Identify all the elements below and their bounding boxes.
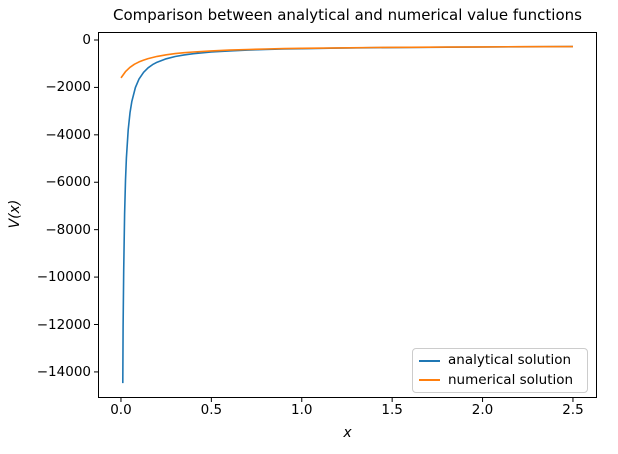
x-tick-label: 1.5 (381, 402, 403, 418)
x-tick-label: 0.5 (200, 402, 223, 418)
series-line-analytical-solution (122, 45, 574, 384)
y-tick-label: −4000 (45, 126, 91, 143)
legend-line-numerical-icon (419, 379, 440, 382)
x-tick-label: 2.0 (471, 402, 494, 418)
y-tick-label: −10000 (36, 269, 91, 286)
x-tick-label: 0.0 (110, 402, 132, 418)
legend-item-numerical: numerical solution (419, 371, 581, 390)
chart-title: Comparison between analytical and numeri… (113, 6, 582, 24)
y-tick-label: −2000 (45, 79, 91, 96)
axes-spines (98, 32, 597, 398)
legend-label-analytical: analytical solution (448, 352, 572, 369)
y-tick-label: −14000 (36, 363, 91, 380)
legend: analytical solution numerical solution (412, 348, 588, 393)
y-tick-label: −8000 (45, 221, 91, 238)
legend-line-analytical-icon (419, 359, 440, 362)
y-tick-label: 0 (82, 31, 91, 48)
legend-label-numerical: numerical solution (448, 371, 574, 388)
series-line-numerical-solution (120, 45, 574, 79)
legend-item-analytical: analytical solution (419, 351, 581, 370)
y-tick-label: −6000 (45, 174, 91, 191)
x-axis-label: x (343, 425, 352, 441)
x-tick-label: 1.0 (291, 402, 313, 418)
x-tick-label: 2.5 (562, 402, 584, 418)
y-tick-label: −12000 (36, 316, 91, 333)
